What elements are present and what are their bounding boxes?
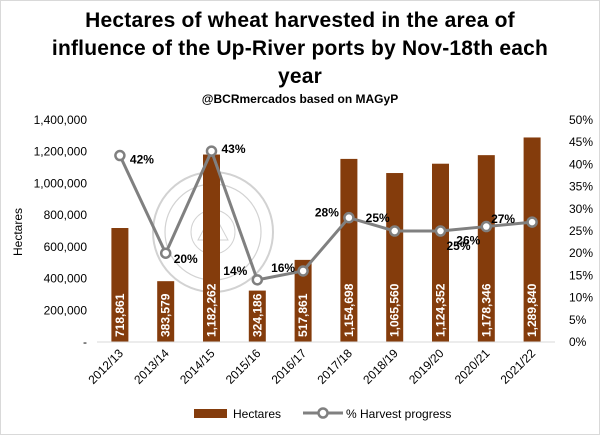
line-data-label: 43% [222,142,246,156]
line-point-2020/21 [480,220,493,233]
legend-label-harvest-progress: % Harvest progress [346,407,451,421]
y2-tick-label: 10% [569,291,593,305]
y2-tick-label: 5% [569,313,587,327]
x-tick-label: 2016/17 [269,346,310,387]
bar-data-label: 1,065,560 [388,283,402,337]
y-tick-label: 400,000 [44,272,88,286]
bar-data-label: 1,154,698 [342,283,356,337]
y2-tick-label: 45% [569,135,593,149]
line-point-2014/15 [205,145,218,157]
line-data-label: 20% [174,252,198,266]
x-tick-label: 2018/19 [360,346,401,387]
line-point-2015/16 [251,274,264,286]
bar-data-label: 324,186 [250,293,264,337]
bar-data-label: 1,182,262 [205,283,219,337]
line-data-label: 26% [456,234,480,248]
bar-data-label: 1,289,840 [525,283,539,337]
legend: Hectares % Harvest progress [194,407,451,421]
line-data-label: 14% [223,264,247,278]
line-point-2016/17 [297,265,309,277]
y-axis-label: Hectares [11,208,25,256]
line-data-label: 16% [271,261,295,275]
line-data-label: 27% [491,212,515,226]
chart-subtitle: @BCRmercados based on MAGyP [201,92,399,106]
bar-2021/22 [523,137,541,342]
x-tick-label: 2013/14 [131,346,172,387]
y2-tick-label: 25% [569,224,593,238]
y2-tick-label: 15% [569,268,593,282]
legend-swatch-hectares [194,409,227,418]
bar-data-label: 1,178,346 [479,283,493,337]
legend-marker-harvest-progress [317,407,329,419]
y2-tick-label: 30% [569,202,593,216]
x-tick-label: 2015/16 [223,346,264,387]
x-tick-label: 2019/20 [406,346,447,387]
bar-data-label: 517,861 [296,293,310,337]
bar-2015/16 [248,290,266,342]
bar-2019/20 [432,163,449,342]
bar-data-label: 1,124,352 [434,283,448,337]
bar-2013/14 [157,281,175,342]
y-tick-label: 600,000 [44,240,88,254]
x-tick-label: 2017/18 [314,346,355,387]
x-tick-label: 2020/21 [452,346,493,387]
y2-tick-label: 40% [569,157,593,171]
y2-tick-label: 0% [569,335,587,349]
line-point-2013/14 [159,247,172,259]
line-data-label: 25% [447,239,471,253]
y-tick-label: 200,000 [44,303,88,317]
x-tick-label: 2021/22 [498,346,539,387]
chart-title-line-1: Hectares of wheat harvested in the area … [85,9,515,32]
line-data-label: 28% [315,206,339,220]
bar-2020/21 [477,155,495,342]
legend-label-hectares: Hectares [233,407,281,421]
chart-title-line-3: year [277,65,322,88]
y-tick-label: 1,000,000 [34,176,88,190]
y-tick-label: 1,400,000 [34,113,88,127]
y-tick-label: 1,200,000 [34,145,88,159]
bar-data-label: 383,579 [159,293,173,337]
x-tick-label: 2014/15 [177,346,218,387]
line-data-label: 42% [130,153,154,167]
y2-tick-label: 20% [569,246,593,260]
y2-tick-label: 35% [569,180,593,194]
x-tick-label: 2012/13 [85,346,126,387]
line-point-2019/20 [434,225,447,237]
bar-2012/13 [111,228,129,342]
line-point-2017/18 [343,211,355,224]
bar-2016/17 [294,259,312,342]
y2-tick-label: 50% [569,113,593,127]
y-tick-label: - [83,335,87,349]
line-point-2012/13 [114,149,126,162]
line-point-2021/22 [526,216,538,228]
bar-2014/15 [203,154,220,342]
line-point-2018/19 [388,225,401,237]
line-data-label: 25% [366,211,390,225]
bar-2017/18 [340,158,358,342]
chart-title-line-2: influence of the Up-River ports by Nov-1… [51,37,549,60]
bar-2018/19 [386,173,404,342]
bar-data-label: 718,861 [113,293,127,337]
y-tick-label: 800,000 [44,208,88,222]
harvest-progress-line [118,149,533,282]
